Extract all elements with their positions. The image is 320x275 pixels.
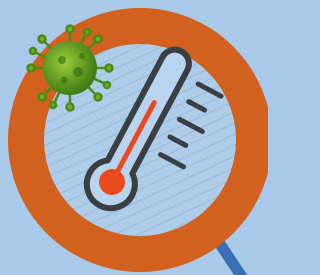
illustration (0, 0, 268, 275)
page: (() => { const data = JSON.parse(documen… (0, 0, 268, 275)
virus-body (43, 41, 97, 95)
virus (28, 26, 113, 111)
